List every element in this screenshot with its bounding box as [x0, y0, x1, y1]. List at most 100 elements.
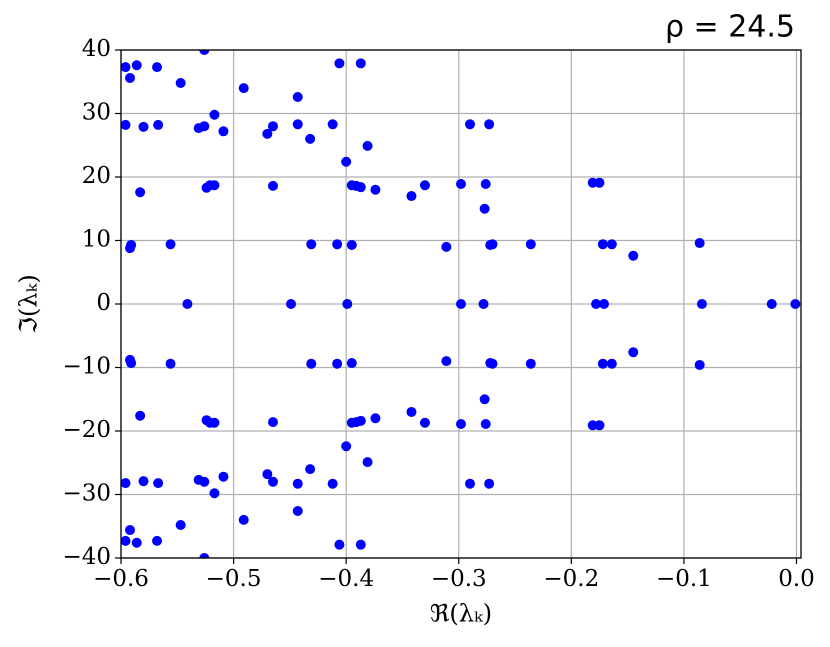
point: [292, 119, 303, 130]
point: [306, 358, 317, 369]
point: [362, 457, 373, 468]
point: [606, 239, 617, 250]
y-tick-label: 40: [82, 36, 111, 62]
point: [152, 62, 163, 73]
point: [456, 299, 466, 309]
point: [209, 109, 220, 120]
x-tick-label: −0.3: [431, 566, 487, 592]
point: [696, 299, 707, 309]
x-tick-label: −0.4: [318, 566, 374, 592]
point: [694, 238, 705, 249]
point: [199, 121, 210, 132]
x-tick-label: −0.6: [93, 566, 149, 592]
point: [370, 413, 381, 424]
point: [334, 539, 345, 550]
point: [305, 464, 316, 475]
point: [135, 187, 146, 198]
point: [165, 239, 176, 250]
point: [125, 525, 136, 536]
point: [355, 539, 366, 550]
point: [267, 476, 278, 487]
point: [480, 419, 491, 430]
point: [525, 358, 536, 369]
point: [121, 62, 131, 73]
point: [138, 476, 149, 487]
point: [267, 180, 278, 191]
point: [628, 250, 639, 261]
point: [370, 184, 381, 195]
point: [441, 356, 452, 367]
point: [487, 239, 498, 250]
point: [209, 417, 220, 428]
point: [694, 359, 705, 370]
point: [152, 535, 163, 546]
point: [286, 299, 296, 309]
point: [628, 347, 639, 358]
point: [346, 239, 357, 250]
point: [355, 415, 366, 426]
y-tick-label: 30: [82, 100, 111, 126]
y-tick-label: 20: [82, 163, 111, 189]
x-tick-label: −0.2: [543, 566, 599, 592]
x-tick-label: −0.1: [656, 566, 712, 592]
point: [419, 417, 430, 428]
point: [597, 239, 608, 250]
point: [267, 417, 278, 428]
point: [456, 178, 466, 189]
y-tick-label: −20: [62, 417, 111, 443]
point: [125, 354, 136, 365]
point: [165, 358, 176, 369]
point: [292, 478, 303, 489]
point: [478, 299, 489, 309]
point: [606, 358, 617, 369]
point: [346, 358, 357, 369]
point: [153, 478, 164, 489]
point: [480, 178, 491, 189]
point: [355, 182, 366, 193]
point: [209, 180, 220, 191]
point: [441, 241, 452, 252]
point: [332, 358, 343, 369]
point: [131, 537, 142, 548]
point: [334, 58, 345, 69]
point: [125, 243, 136, 254]
point: [594, 420, 605, 431]
point: [209, 488, 220, 499]
point: [218, 471, 229, 482]
point: [341, 441, 352, 452]
point: [598, 299, 609, 309]
point: [238, 514, 249, 525]
x-axis-label: ℜ(λₖ): [430, 600, 492, 628]
point: [406, 191, 417, 202]
point: [479, 203, 490, 214]
point: [591, 299, 602, 309]
y-tick-label: −40: [62, 544, 111, 570]
y-tick-label: 10: [82, 227, 111, 253]
point: [138, 121, 149, 132]
point: [199, 50, 210, 55]
point: [406, 406, 417, 417]
point: [362, 140, 373, 151]
point: [465, 478, 476, 489]
point: [292, 506, 303, 517]
y-tick-label: −10: [62, 354, 111, 380]
point: [199, 553, 210, 558]
point: [479, 394, 490, 405]
point: [131, 60, 142, 71]
point: [262, 128, 273, 139]
y-tick-label: −30: [62, 481, 111, 507]
point: [484, 119, 495, 130]
point: [125, 72, 136, 83]
x-tick-label: 0.0: [778, 566, 815, 592]
point: [121, 119, 131, 130]
point: [487, 358, 498, 369]
point: [305, 133, 316, 144]
point: [121, 535, 131, 546]
point: [267, 121, 278, 132]
y-tick-label: 0: [96, 290, 111, 316]
point: [465, 119, 476, 130]
point: [332, 239, 343, 250]
point: [790, 299, 801, 309]
point: [238, 83, 249, 94]
